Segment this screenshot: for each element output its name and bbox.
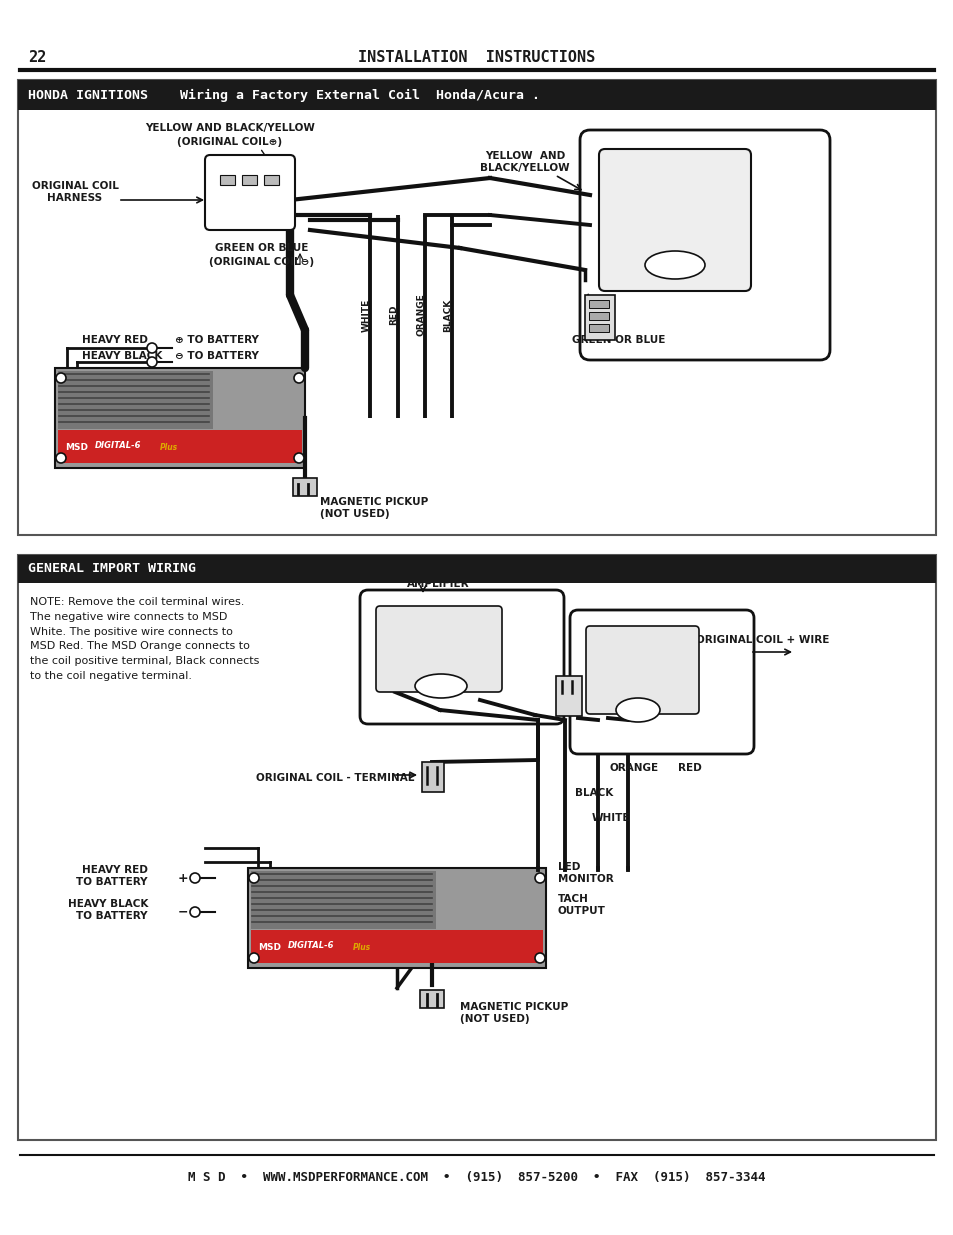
Bar bbox=[419, 990, 443, 1008]
Text: RED: RED bbox=[678, 763, 701, 773]
FancyBboxPatch shape bbox=[579, 130, 829, 359]
Text: ORIGINAL COIL - TERMINAL: ORIGINAL COIL - TERMINAL bbox=[255, 773, 414, 783]
Text: GENERAL IMPORT WIRING: GENERAL IMPORT WIRING bbox=[28, 562, 195, 576]
Circle shape bbox=[147, 343, 157, 353]
Circle shape bbox=[190, 906, 200, 918]
Text: 22: 22 bbox=[28, 51, 46, 65]
Bar bbox=[18, 80, 935, 110]
Text: HEAVY RED: HEAVY RED bbox=[82, 335, 148, 345]
Bar bbox=[55, 368, 305, 468]
Text: Plus: Plus bbox=[160, 442, 178, 452]
Text: LED
MONITOR: LED MONITOR bbox=[558, 862, 613, 884]
FancyBboxPatch shape bbox=[375, 606, 501, 692]
Text: HEAVY BLACK: HEAVY BLACK bbox=[82, 351, 162, 361]
Text: ORIGINAL COIL + WIRE: ORIGINAL COIL + WIRE bbox=[696, 635, 828, 645]
Bar bbox=[220, 175, 234, 185]
Text: ORANGE: ORANGE bbox=[416, 294, 425, 336]
Text: MSD: MSD bbox=[257, 942, 281, 951]
FancyBboxPatch shape bbox=[585, 626, 699, 714]
Text: ORIGINAL COIL
HARNESS: ORIGINAL COIL HARNESS bbox=[31, 182, 118, 203]
Text: NOTE: Remove the coil terminal wires.
The negative wire connects to MSD
White. T: NOTE: Remove the coil terminal wires. Th… bbox=[30, 597, 259, 680]
Bar bbox=[251, 871, 436, 929]
Text: ⊕ TO BATTERY: ⊕ TO BATTERY bbox=[174, 335, 258, 345]
Bar bbox=[264, 175, 278, 185]
Circle shape bbox=[249, 953, 258, 963]
Text: TACH
OUTPUT: TACH OUTPUT bbox=[558, 894, 605, 916]
Text: HEAVY BLACK
TO BATTERY: HEAVY BLACK TO BATTERY bbox=[68, 899, 148, 921]
Bar bbox=[588, 324, 608, 332]
Text: WHITE: WHITE bbox=[361, 299, 370, 332]
Text: MAGNETIC PICKUP
(NOT USED): MAGNETIC PICKUP (NOT USED) bbox=[459, 1002, 568, 1024]
FancyBboxPatch shape bbox=[359, 590, 563, 724]
Circle shape bbox=[147, 357, 157, 367]
Text: ⊖ TO BATTERY: ⊖ TO BATTERY bbox=[174, 351, 258, 361]
Bar bbox=[421, 762, 443, 792]
FancyBboxPatch shape bbox=[569, 610, 753, 755]
Text: YELLOW  AND
BLACK/YELLOW: YELLOW AND BLACK/YELLOW bbox=[479, 151, 569, 173]
Text: HEAVY RED
TO BATTERY: HEAVY RED TO BATTERY bbox=[76, 866, 148, 887]
Bar bbox=[248, 868, 545, 968]
Bar bbox=[18, 555, 935, 1140]
Circle shape bbox=[294, 453, 304, 463]
Text: GREEN OR BLUE: GREEN OR BLUE bbox=[215, 243, 309, 253]
Ellipse shape bbox=[415, 674, 467, 698]
Text: MAGNETIC PICKUP
(NOT USED): MAGNETIC PICKUP (NOT USED) bbox=[319, 496, 428, 519]
Bar bbox=[251, 930, 542, 963]
Bar bbox=[556, 676, 581, 716]
Circle shape bbox=[190, 873, 200, 883]
Ellipse shape bbox=[616, 698, 659, 722]
Text: +: + bbox=[177, 872, 188, 884]
Circle shape bbox=[294, 373, 304, 383]
Circle shape bbox=[56, 373, 66, 383]
Text: BLACK: BLACK bbox=[575, 788, 613, 798]
Text: (ORIGINAL COIL⊕): (ORIGINAL COIL⊕) bbox=[177, 137, 282, 147]
Circle shape bbox=[249, 873, 258, 883]
Text: M S D  •  WWW.MSDPERFORMANCE.COM  •  (915)  857-5200  •  FAX  (915)  857-3344: M S D • WWW.MSDPERFORMANCE.COM • (915) 8… bbox=[188, 1172, 765, 1184]
Circle shape bbox=[535, 873, 544, 883]
Text: DIGITAL-6: DIGITAL-6 bbox=[95, 441, 141, 451]
Text: MSD: MSD bbox=[65, 442, 88, 452]
FancyBboxPatch shape bbox=[598, 149, 750, 291]
Text: YELLOW AND BLACK/YELLOW: YELLOW AND BLACK/YELLOW bbox=[145, 124, 314, 133]
Text: HONDA IGNITIONS    Wiring a Factory External Coil  Honda/Acura .: HONDA IGNITIONS Wiring a Factory Externa… bbox=[28, 89, 539, 101]
Text: RED: RED bbox=[389, 305, 398, 325]
Text: GREEN OR BLUE: GREEN OR BLUE bbox=[572, 335, 664, 345]
Bar bbox=[18, 80, 935, 535]
Bar bbox=[293, 478, 316, 496]
FancyBboxPatch shape bbox=[205, 156, 294, 230]
Text: (ORIGINAL COIL⊖): (ORIGINAL COIL⊖) bbox=[210, 257, 314, 267]
Ellipse shape bbox=[644, 251, 704, 279]
Text: Plus: Plus bbox=[353, 942, 371, 951]
Text: ORANGE: ORANGE bbox=[609, 763, 659, 773]
Text: INSTALLATION  INSTRUCTIONS: INSTALLATION INSTRUCTIONS bbox=[358, 51, 595, 65]
Bar bbox=[588, 300, 608, 308]
Text: BLACK: BLACK bbox=[443, 299, 452, 332]
Text: DIGITAL-6: DIGITAL-6 bbox=[288, 941, 335, 951]
Text: AMPLIFIER: AMPLIFIER bbox=[406, 579, 469, 589]
Circle shape bbox=[535, 953, 544, 963]
Bar bbox=[588, 312, 608, 320]
Bar bbox=[242, 175, 256, 185]
Text: WHITE: WHITE bbox=[592, 813, 630, 823]
Bar bbox=[584, 295, 615, 340]
Bar bbox=[58, 370, 213, 429]
Circle shape bbox=[56, 453, 66, 463]
Bar bbox=[58, 430, 302, 463]
Bar bbox=[18, 555, 935, 583]
Text: −: − bbox=[177, 905, 188, 919]
